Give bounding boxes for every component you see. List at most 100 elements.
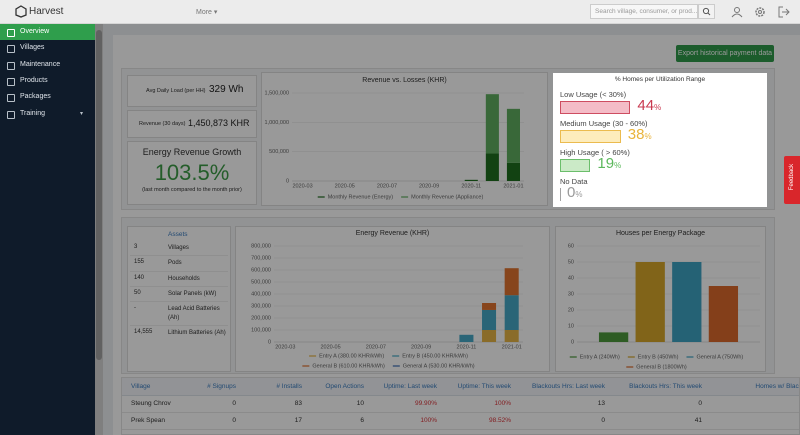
nav-label[interactable]: Maintenance bbox=[20, 60, 61, 68]
brand-logo[interactable] bbox=[15, 5, 27, 18]
search-button[interactable] bbox=[698, 4, 715, 19]
nav-label[interactable]: Overview bbox=[20, 28, 50, 35]
x-tick-label: 2020-09 bbox=[411, 344, 431, 350]
asset-label: Villages bbox=[168, 245, 189, 251]
feedback-label[interactable]: Feedback bbox=[789, 163, 795, 191]
usage-number: 19 bbox=[597, 155, 615, 172]
legend-label: General B (1800Wh) bbox=[636, 364, 687, 370]
legend-label: Monthly Revenue (Energy) bbox=[328, 194, 394, 200]
chart-title: Energy Revenue (KHR) bbox=[356, 230, 430, 237]
usage-bar bbox=[560, 101, 631, 114]
bar-segment bbox=[504, 295, 519, 330]
export-button[interactable]: Export historical payment data bbox=[676, 45, 774, 62]
table-cell: 100% bbox=[494, 400, 511, 407]
asset-count: 140 bbox=[134, 275, 145, 281]
bar-segment bbox=[482, 309, 497, 330]
y-tick-label: 50 bbox=[568, 259, 574, 265]
table-cell: Prek Spean bbox=[131, 417, 165, 424]
y-tick-label: 10 bbox=[568, 323, 574, 329]
energy-revenue-chart: Energy Revenue (KHR) 0 100,000 200,000 300,0… bbox=[251, 230, 523, 369]
nav-item[interactable]: Overview bbox=[0, 24, 95, 40]
y-tick-label: 40 bbox=[568, 275, 574, 281]
table-cell: 13 bbox=[597, 400, 605, 407]
bar bbox=[635, 262, 665, 342]
nav-label[interactable]: Packages bbox=[20, 93, 51, 101]
y-tick-label: 400,000 bbox=[251, 291, 271, 297]
y-tick-label: 1,500,000 bbox=[265, 90, 289, 96]
bar-segment bbox=[506, 162, 520, 181]
table-header-bg bbox=[122, 378, 799, 396]
nav-label[interactable]: Villages bbox=[20, 44, 45, 52]
bar-segment bbox=[504, 330, 519, 342]
table-header: # Installs bbox=[276, 383, 302, 390]
bar bbox=[672, 262, 702, 342]
bar-segment bbox=[482, 303, 497, 310]
brand-name[interactable]: Harvest bbox=[29, 6, 64, 17]
y-tick-label: 200,000 bbox=[251, 315, 271, 321]
kpi-value: 1,450,873 KHR bbox=[188, 118, 250, 128]
usage-value: 38% bbox=[628, 126, 652, 144]
kpi-value: 329 Wh bbox=[209, 84, 244, 95]
y-tick-label: 30 bbox=[568, 291, 574, 297]
usage-unit: % bbox=[614, 161, 622, 170]
table-cell: 0 bbox=[601, 417, 605, 424]
nav-icon bbox=[7, 77, 15, 86]
usage-number: 44 bbox=[637, 97, 655, 114]
usage-value: 19% bbox=[597, 155, 621, 173]
asset-count: 14,555 bbox=[134, 329, 153, 335]
usage-unit: % bbox=[575, 190, 583, 199]
revenue-chart-card bbox=[261, 72, 548, 206]
asset-divider bbox=[130, 286, 228, 287]
asset-count: 3 bbox=[134, 244, 138, 250]
kpi-label: Revenue (30 days) bbox=[139, 121, 186, 127]
more-menu[interactable]: More ▾ bbox=[196, 9, 218, 16]
feedback-tab[interactable]: Feedback bbox=[784, 156, 800, 204]
usage-label: Low Usage (< 30%) bbox=[560, 90, 627, 99]
legend-label: Entry B (450.00 KHR/kWh) bbox=[402, 353, 468, 359]
nav-item[interactable]: Villages bbox=[0, 40, 95, 56]
nav-label[interactable]: Training bbox=[20, 109, 46, 117]
asset-label: Lead Acid Batteries (Ah) bbox=[168, 306, 220, 321]
avg-load-card: Avg Daily Load (per HH) 329 Wh bbox=[127, 75, 257, 107]
y-tick-label: 700,000 bbox=[251, 255, 271, 261]
scroll-thumb[interactable] bbox=[96, 30, 102, 360]
nav-item[interactable]: Maintenance bbox=[0, 57, 95, 73]
utilization-card: % Homes per Utilization Range Low Usage … bbox=[553, 73, 767, 207]
y-tick-label: 60 bbox=[568, 243, 574, 249]
nav-icon bbox=[7, 61, 15, 70]
usage-number: 38 bbox=[627, 126, 645, 143]
more-label[interactable]: More bbox=[196, 9, 212, 16]
table-header: # Signups bbox=[207, 383, 236, 390]
nav-item[interactable]: Packages bbox=[0, 89, 95, 105]
asset-divider bbox=[130, 255, 228, 256]
bar bbox=[598, 332, 629, 342]
table-cell: 99.90% bbox=[414, 400, 437, 407]
nav-item[interactable]: Products bbox=[0, 73, 95, 89]
growth-title: Energy Revenue Growth bbox=[142, 147, 242, 157]
table-header: Village bbox=[131, 383, 151, 390]
legend-label: Monthly Revenue (Appliance) bbox=[411, 194, 483, 200]
legend-label: Entry A (240Wh) bbox=[580, 354, 620, 360]
table-cell: 98.52% bbox=[488, 417, 511, 424]
usage-label: High Usage ( > 60%) bbox=[560, 148, 630, 157]
bar-segment bbox=[464, 179, 478, 181]
x-tick-label: 2020-11 bbox=[461, 183, 481, 189]
bar-segment bbox=[459, 334, 474, 342]
search-box[interactable]: Search village, consumer, or prod... bbox=[590, 4, 698, 19]
bar-segment bbox=[504, 268, 519, 296]
logout-icon[interactable] bbox=[778, 6, 790, 18]
users-icon[interactable] bbox=[731, 6, 743, 18]
assets-title: Assets bbox=[168, 231, 188, 238]
table-header: Open Actions bbox=[325, 383, 364, 390]
settings-icon[interactable] bbox=[754, 6, 766, 18]
table-row-line bbox=[122, 429, 799, 430]
usage-label: No Data bbox=[560, 177, 588, 186]
asset-label: Pods bbox=[168, 260, 182, 266]
nav-label[interactable]: Products bbox=[20, 76, 48, 84]
revenue-chart: Revenue vs. Losses (KHR) 0 500,000 1,000,00… bbox=[265, 77, 524, 200]
scrollbar[interactable] bbox=[95, 24, 103, 435]
nav-item[interactable]: Training ▾ bbox=[0, 106, 95, 122]
x-tick-label: 2021-01 bbox=[503, 183, 523, 189]
asset-label: Households bbox=[168, 276, 200, 282]
